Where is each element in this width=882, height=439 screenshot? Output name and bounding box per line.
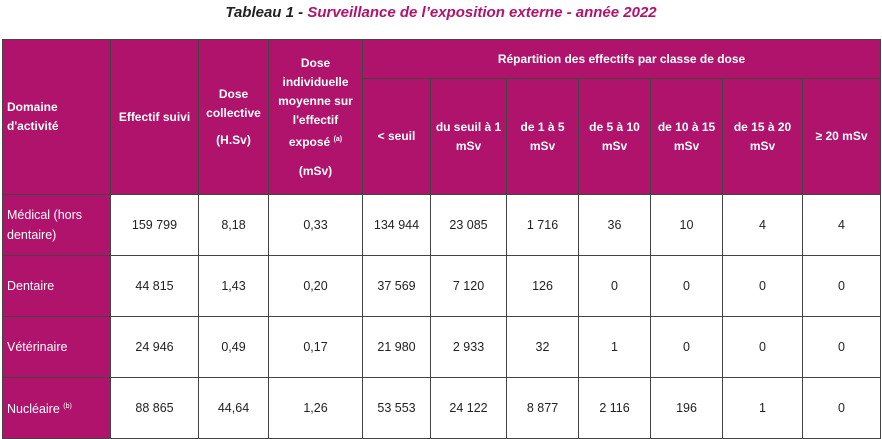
header-repartition: Répartition des effectifs par classe de …: [361, 39, 882, 79]
row-domaine-label: Dentaire: [7, 279, 55, 293]
cell-effectif: 44 815: [110, 255, 199, 317]
cell-dose-coll: 0,49: [198, 316, 269, 378]
table-title-main: Surveillance de l’exposition externe - a…: [307, 4, 657, 21]
cell-class-4: 196: [650, 377, 723, 439]
cell-class-5: 0: [722, 316, 803, 378]
cell-class-6: 0: [801, 316, 882, 378]
row-domaine: Médical (hors dentaire): [2, 194, 111, 256]
header-class-2: de 1 à 5 mSv: [506, 78, 579, 195]
cell-class-0: 53 553: [362, 377, 431, 439]
header-dose-collective: Dose collective (H.Sv): [198, 39, 269, 195]
cell-class-3: 0: [578, 255, 651, 317]
cell-class-1: 23 085: [430, 194, 507, 256]
cell-dose-coll: 8,18: [198, 194, 269, 256]
header-dose-individuelle: Dose individuelle moyenne sur l'effectif…: [268, 39, 363, 195]
row-domaine-label: Médical (hors dentaire): [7, 208, 83, 242]
cell-dose-ind: 0,17: [268, 316, 363, 378]
cell-class-3: 36: [578, 194, 651, 256]
cell-class-5: 4: [722, 194, 803, 256]
cell-effectif: 24 946: [110, 316, 199, 378]
cell-class-5: 1: [722, 377, 803, 439]
row-domaine-label: Vétérinaire: [7, 340, 68, 354]
cell-effectif: 88 865: [110, 377, 199, 439]
header-effectif: Effectif suivi: [110, 39, 199, 195]
cell-class-2: 1 716: [506, 194, 579, 256]
cell-class-2: 32: [506, 316, 579, 378]
cell-class-2: 8 877: [506, 377, 579, 439]
table-title: Tableau 1 - Surveillance de l’exposition…: [0, 4, 882, 21]
cell-dose-coll: 44,64: [198, 377, 269, 439]
header-dose-collective-label: Dose collective: [206, 86, 261, 120]
header-class-6: ≥ 20 mSv: [801, 78, 882, 195]
header-domaine: Domaine d'activité: [2, 39, 111, 195]
table-row: Vétérinaire 24 946 0,49 0,17 21 980 2 933 32 1 0…: [2, 316, 882, 378]
cell-class-4: 0: [650, 255, 723, 317]
cell-dose-ind: 0,33: [268, 194, 363, 256]
cell-class-6: 4: [801, 194, 882, 256]
cell-class-4: 0: [650, 316, 723, 378]
header-dose-collective-unit: (H.Sv): [216, 132, 251, 147]
table-title-prefix: Tableau 1 -: [225, 4, 308, 21]
row-domaine: Nucléaire (b): [2, 377, 111, 439]
cell-class-0: 37 569: [362, 255, 431, 317]
header-class-4: de 10 à 15 mSv: [650, 78, 723, 195]
cell-class-0: 134 944: [362, 194, 431, 256]
header-class-5: de 15 à 20 mSv: [722, 78, 803, 195]
header-class-3: de 5 à 10 mSv: [578, 78, 651, 195]
cell-effectif: 159 799: [110, 194, 199, 256]
header-class-0: < seuil: [362, 78, 431, 195]
cell-dose-coll: 1,43: [198, 255, 269, 317]
cell-class-1: 2 933: [430, 316, 507, 378]
cell-class-3: 1: [578, 316, 651, 378]
cell-class-5: 0: [722, 255, 803, 317]
header-dose-individuelle-unit: (mSv): [298, 163, 333, 178]
header-dose-individuelle-label: Dose individuelle moyenne sur l'effectif…: [278, 55, 353, 149]
cell-dose-ind: 1,26: [268, 377, 363, 439]
cell-class-4: 10: [650, 194, 723, 256]
cell-dose-ind: 0,20: [268, 255, 363, 317]
cell-class-6: 0: [801, 377, 882, 439]
cell-class-2: 126: [506, 255, 579, 317]
cell-class-1: 24 122: [430, 377, 507, 439]
table-row: Dentaire 44 815 1,43 0,20 37 569 7 120 126 0 0 0 0: [2, 255, 882, 317]
table-row: Nucléaire (b) 88 865 44,64 1,26 53 553 24 122…: [2, 377, 882, 439]
row-domaine-sup: (b): [63, 402, 72, 410]
row-domaine: Vétérinaire: [2, 316, 111, 378]
cell-class-0: 21 980: [362, 316, 431, 378]
cell-class-6: 0: [801, 255, 882, 317]
header-dose-individuelle-sup: (a): [333, 135, 343, 143]
row-domaine-label: Nucléaire: [7, 402, 60, 417]
cell-class-1: 7 120: [430, 255, 507, 317]
header-class-1: du seuil à 1 mSv: [430, 78, 507, 195]
row-domaine: Dentaire: [2, 255, 111, 317]
table-row: Médical (hors dentaire) 159 799 8,18 0,33 13…: [2, 194, 882, 256]
cell-class-3: 2 116: [578, 377, 651, 439]
dose-table: Domaine d'activité Effectif suivi Dose c…: [2, 39, 882, 439]
